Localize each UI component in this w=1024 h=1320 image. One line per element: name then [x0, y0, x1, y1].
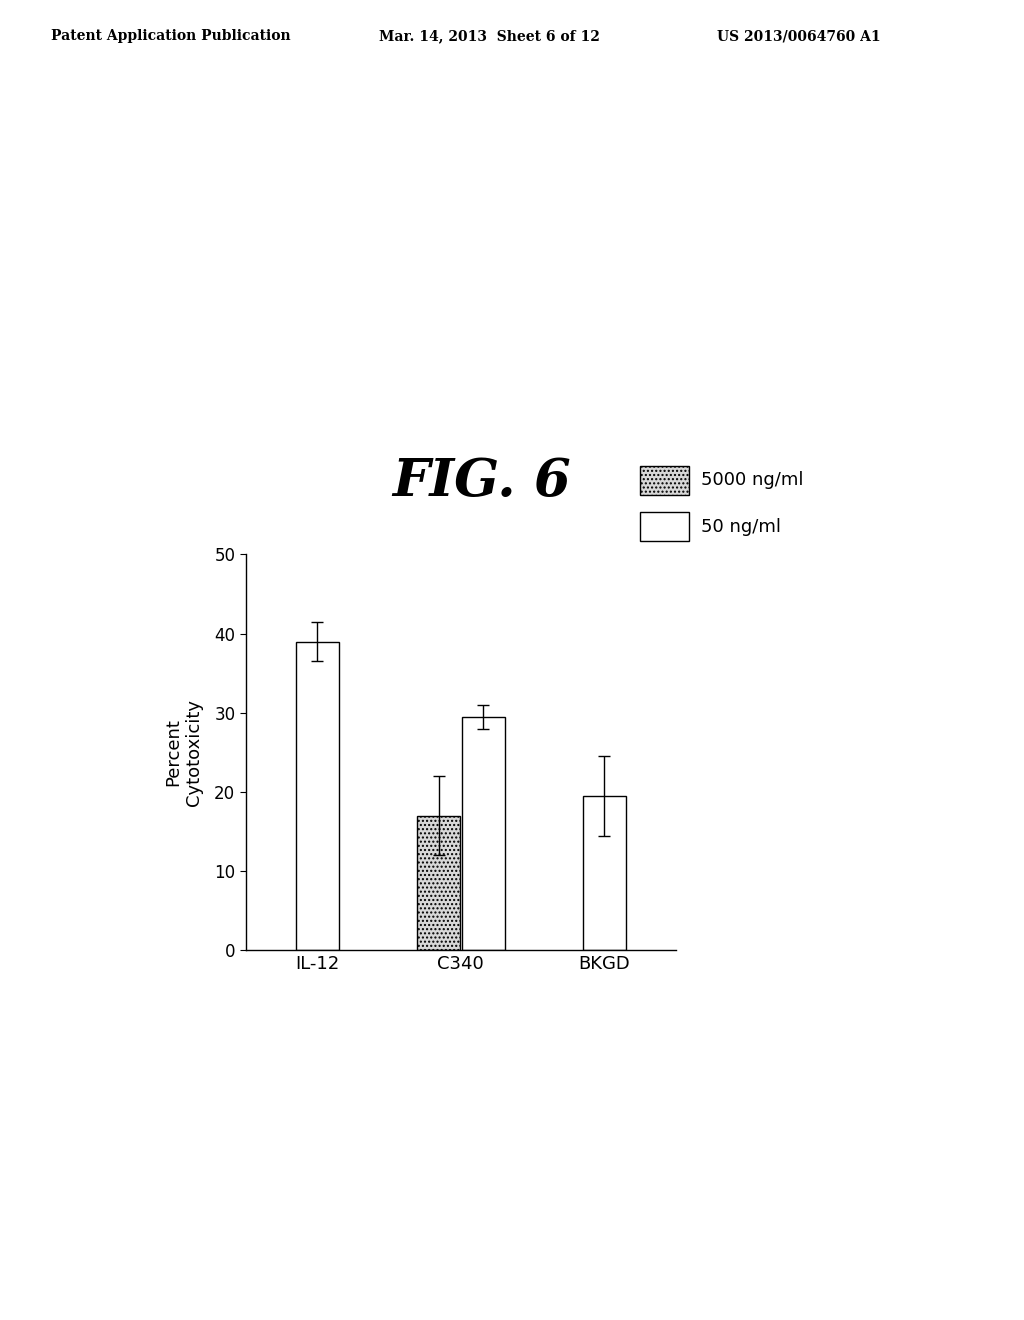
Text: 5000 ng/ml: 5000 ng/ml: [701, 471, 804, 490]
Bar: [417, 816, 460, 950]
Text: Patent Application Publication: Patent Application Publication: [51, 29, 291, 44]
Bar: [296, 642, 339, 950]
Bar: [462, 717, 505, 950]
Y-axis label: Percent
Cytotoxicity: Percent Cytotoxicity: [164, 698, 203, 807]
Text: FIG. 6: FIG. 6: [392, 457, 570, 507]
Text: 50 ng/ml: 50 ng/ml: [701, 517, 781, 536]
Text: Mar. 14, 2013  Sheet 6 of 12: Mar. 14, 2013 Sheet 6 of 12: [379, 29, 600, 44]
Bar: [583, 796, 626, 950]
Text: US 2013/0064760 A1: US 2013/0064760 A1: [717, 29, 881, 44]
